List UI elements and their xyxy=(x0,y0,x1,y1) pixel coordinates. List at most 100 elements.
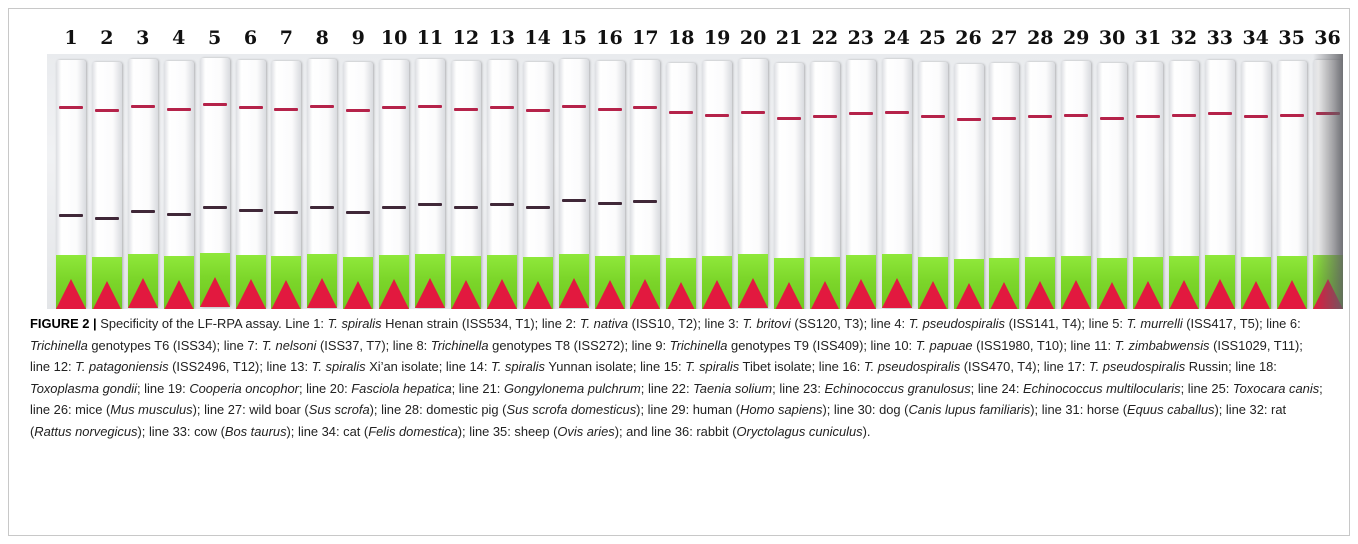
sample-pad-marker xyxy=(774,282,804,309)
caption-segment: ; line 19: xyxy=(137,380,190,396)
sample-pad-marker xyxy=(845,279,876,309)
test-strip-4 xyxy=(163,61,194,309)
sample-pad-marker xyxy=(522,281,553,309)
test-line xyxy=(346,211,371,214)
caption-species-name: Trichinella xyxy=(30,337,88,353)
caption-species-name: T. zimbabwensis xyxy=(1114,337,1210,353)
lane-number-17: 17 xyxy=(632,27,659,49)
caption-segment: ; line 21: xyxy=(451,380,504,396)
caption-segment: Henan strain (ISS534, T1); line 2: xyxy=(381,316,580,331)
test-strip-5 xyxy=(199,58,230,307)
lane-number-row: 1 2 3 4 5 6 7 8 9 10 11 12 13 14 15 16 17 18 19 20 21 22 23 24 2… xyxy=(45,27,1343,55)
control-line xyxy=(1207,112,1232,115)
test-strip-17 xyxy=(630,60,661,309)
sample-pad-marker xyxy=(594,280,625,309)
control-line xyxy=(94,109,119,112)
control-line xyxy=(1028,115,1053,118)
test-strip-30 xyxy=(1097,63,1128,309)
sample-pad-marker xyxy=(271,280,302,309)
caption-species-name: T. spiralis xyxy=(491,359,545,374)
control-line xyxy=(812,115,837,118)
sample-pad-marker xyxy=(199,277,230,307)
caption-species-name: Bos taurus xyxy=(224,423,287,439)
lane-number-30: 30 xyxy=(1098,27,1126,49)
test-line xyxy=(597,202,622,205)
control-line xyxy=(884,111,909,114)
control-line xyxy=(956,118,981,121)
caption-segment: ); line 28: domestic pig ( xyxy=(369,402,507,417)
caption-segment: ); line 30: dog ( xyxy=(822,402,909,417)
control-line xyxy=(920,115,945,118)
sample-pad-marker xyxy=(1168,280,1199,309)
caption-segment: ); line 27: wild boar ( xyxy=(192,402,309,417)
test-strip-10 xyxy=(379,60,410,309)
test-line xyxy=(382,206,407,209)
lane-number-31: 31 xyxy=(1134,27,1162,49)
lane-number-20: 20 xyxy=(739,27,767,49)
caption-segment: ; line 20: xyxy=(298,380,352,396)
caption-species-name: Rattus norvegicus xyxy=(34,423,138,439)
sample-pad-marker xyxy=(989,282,1020,309)
sample-pad-marker xyxy=(1133,281,1163,309)
control-line xyxy=(418,105,442,108)
caption-species-name: T. pseudospiralis xyxy=(863,359,961,374)
caption-segment: (ISS10, T2); line 3: xyxy=(628,316,743,331)
control-line xyxy=(669,111,694,114)
caption-species-name: Taenia solium xyxy=(693,380,773,396)
lane-number-5: 5 xyxy=(207,27,222,49)
control-line xyxy=(1064,114,1089,117)
caption-segment: (ISS37, T7); line 8: xyxy=(316,337,431,353)
lane-number-28: 28 xyxy=(1027,27,1054,49)
sample-pad-marker xyxy=(450,280,481,309)
test-strip-26 xyxy=(953,64,984,309)
sample-pad-marker xyxy=(1204,279,1235,309)
lane-number-2: 2 xyxy=(100,27,114,49)
caption-species-name: Gongylonema pulchrum xyxy=(503,380,641,396)
test-line xyxy=(166,213,191,216)
control-line xyxy=(1100,117,1125,120)
test-line xyxy=(525,206,550,209)
sample-pad-marker xyxy=(486,279,517,309)
caption-segment: ; line 23: xyxy=(772,380,825,396)
sample-pad-marker xyxy=(702,280,733,309)
sample-pad-marker xyxy=(127,278,158,308)
control-line xyxy=(489,106,514,109)
test-strip-18 xyxy=(666,63,697,309)
lane-number-22: 22 xyxy=(811,27,839,49)
caption-segment: (ISS141, T4); line 5: xyxy=(1005,316,1127,331)
sample-pad-marker xyxy=(630,279,661,309)
control-line xyxy=(202,103,227,106)
control-line xyxy=(597,108,622,111)
control-line xyxy=(705,114,730,117)
control-line xyxy=(633,106,658,109)
caption-species-name: T. pseudospiralis xyxy=(908,316,1005,331)
lane-number-19: 19 xyxy=(703,27,731,49)
sample-pad-marker xyxy=(56,279,86,309)
caption-species-name: Trichinella xyxy=(430,337,489,353)
caption-species-name: T. murrelli xyxy=(1126,316,1183,331)
lane-number-15: 15 xyxy=(560,27,587,49)
lane-number-9: 9 xyxy=(351,27,365,49)
caption-species-name: Homo sapiens xyxy=(740,402,823,417)
test-strip-22 xyxy=(809,62,840,309)
sample-pad-marker xyxy=(1061,280,1092,309)
caption-segment: (ISS417, T5); line 6: xyxy=(1182,316,1301,331)
test-strip-28 xyxy=(1025,62,1056,309)
caption-species-name: Oryctolagus cuniculus xyxy=(736,423,863,439)
caption-species-name: T. patagoniensis xyxy=(75,359,169,374)
caption-species-name: Mus musculus xyxy=(110,402,193,417)
control-line xyxy=(561,105,586,108)
sample-pad-marker xyxy=(809,281,840,309)
test-strip-16 xyxy=(594,61,625,309)
photo-background-edge xyxy=(1313,54,1343,309)
test-line xyxy=(561,199,586,202)
sample-pad-marker xyxy=(379,279,410,309)
caption-species-name: Equus caballus xyxy=(1127,402,1215,417)
caption-species-name: Toxocara canis xyxy=(1232,380,1320,396)
caption-segment: Yunnan isolate; line 15: xyxy=(544,359,686,374)
lane-number-12: 12 xyxy=(452,27,480,49)
test-strip-12 xyxy=(450,61,481,309)
test-line xyxy=(94,217,119,220)
lane-number-29: 29 xyxy=(1062,27,1090,49)
test-strip-21 xyxy=(774,63,804,309)
